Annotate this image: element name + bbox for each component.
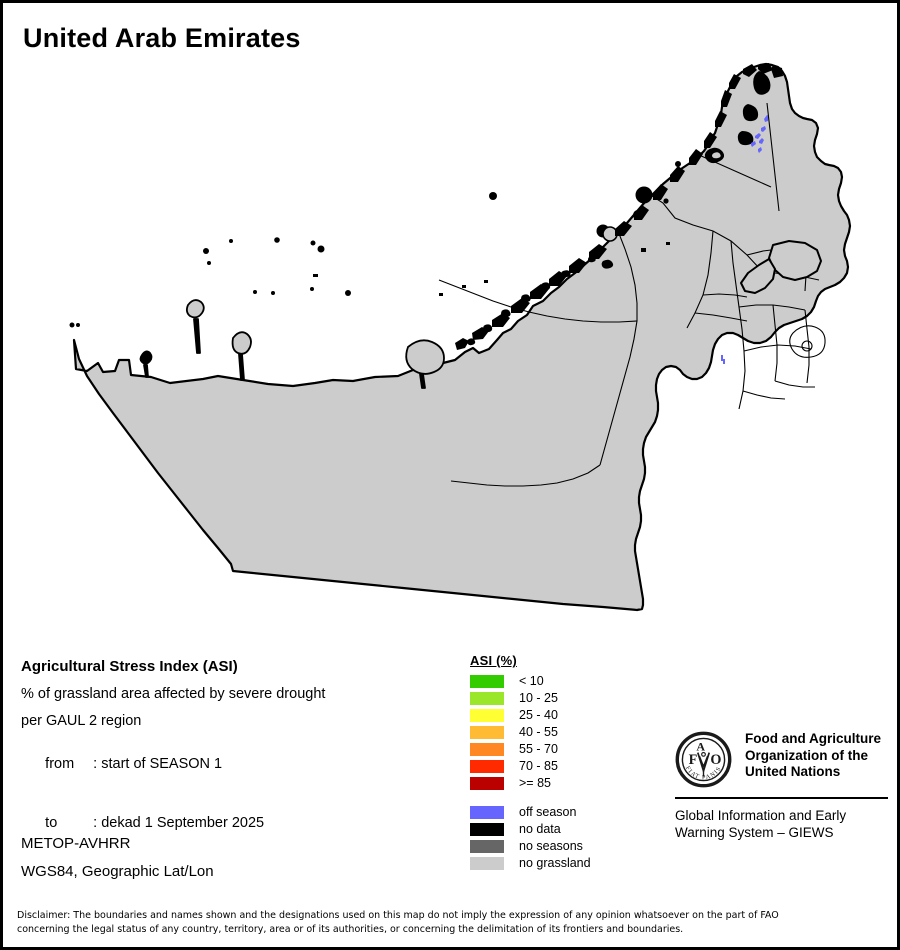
legend-swatch: [470, 777, 504, 790]
legend-label: 55 - 70: [519, 742, 558, 756]
legend-class-list: < 10 10 - 25 25 - 40 40 - 55 55 - 70 70 …: [470, 675, 591, 790]
legend-item-special: no data: [470, 823, 591, 836]
legend-label: 10 - 25: [519, 691, 558, 705]
legend-swatch: [470, 675, 504, 688]
legend-item: 70 - 85: [470, 760, 591, 773]
svg-text:F: F: [689, 752, 698, 768]
legend-label: 25 - 40: [519, 708, 558, 722]
legend-label: 40 - 55: [519, 725, 558, 739]
asi-description-line2: per GAUL 2 region: [21, 713, 142, 729]
disclaimer-line2: concerning the legal status of any count…: [17, 923, 684, 935]
source-block: METOP-AVHRR WGS84, Geographic Lat/Lon: [21, 835, 214, 891]
legend-swatch: [470, 709, 504, 722]
legend-label: >= 85: [519, 776, 551, 790]
legend-swatch: [470, 726, 504, 739]
legend-swatch: [470, 760, 504, 773]
asi-period-from: from : start of SEASON 1: [21, 740, 451, 788]
svg-text:O: O: [710, 752, 721, 768]
legend-item: >= 85: [470, 777, 591, 790]
legend-special-list: off season no data no seasons no grassla…: [470, 806, 591, 870]
legend-item: 40 - 55: [470, 726, 591, 739]
fao-branding: F A O FIAT PANIS Food and Agriculture Or…: [675, 731, 890, 841]
legend-swatch: [470, 806, 504, 819]
svg-text:A: A: [696, 739, 705, 753]
legend-label: 70 - 85: [519, 759, 558, 773]
fao-name-line1: Food and Agriculture: [745, 731, 881, 746]
asi-description-line1: % of grassland area affected by severe d…: [21, 686, 326, 702]
gulf-islands: [139, 299, 445, 389]
fao-emblem-icon: F A O FIAT PANIS: [675, 731, 732, 788]
legend-item-special: no seasons: [470, 840, 591, 853]
period-from-key: from: [45, 756, 75, 772]
legend-label: off season: [519, 805, 577, 819]
fao-name-line3: United Nations: [745, 764, 841, 779]
legend-swatch: [470, 840, 504, 853]
projection-label: WGS84, Geographic Lat/Lon: [21, 863, 214, 880]
asi-legend: ASI (%) < 10 10 - 25 25 - 40 40 - 55 55 …: [470, 653, 591, 874]
sensor-label: METOP-AVHRR: [21, 835, 131, 852]
asi-period-to: to : dekad 1 September 2025: [21, 799, 451, 847]
uae-mainland: [72, 62, 852, 612]
uae-asi-map: [69, 62, 852, 612]
legend-swatch: [470, 823, 504, 836]
legend-label: no data: [519, 822, 561, 836]
fao-name: Food and Agriculture Organization of the…: [745, 731, 881, 781]
asi-heading: Agricultural Stress Index (ASI): [21, 658, 238, 675]
period-from-value: : start of SEASON 1: [93, 756, 223, 772]
giews-line1: Global Information and Early: [675, 808, 847, 823]
legend-swatch: [470, 857, 504, 870]
legend-label: no seasons: [519, 839, 583, 853]
legend-item: 55 - 70: [470, 743, 591, 756]
legend-swatch: [470, 692, 504, 705]
legend-item: < 10: [470, 675, 591, 688]
disclaimer-line1: Disclaimer: The boundaries and names sho…: [17, 910, 779, 921]
legend-item: 10 - 25: [470, 692, 591, 705]
coastal-fringe: [455, 63, 783, 350]
asi-info-block: Agricultural Stress Index (ASI) % of gra…: [21, 658, 451, 858]
period-to-value: : dekad 1 September 2025: [93, 815, 265, 831]
legend-item-special: off season: [470, 806, 591, 819]
period-to-key: to: [45, 815, 58, 831]
giews-name: Global Information and Early Warning Sys…: [675, 807, 890, 841]
uae-landmass: [72, 62, 852, 612]
legend-label: < 10: [519, 674, 544, 688]
off-season-patches: [721, 115, 769, 364]
legend-item: 25 - 40: [470, 709, 591, 722]
east-coast-exclaves: [740, 240, 822, 294]
legend-label: no grassland: [519, 856, 591, 870]
fao-logo-row: F A O FIAT PANIS Food and Agriculture Or…: [675, 731, 890, 788]
giews-line2: Warning System – GIEWS: [675, 825, 834, 840]
fao-divider: [675, 797, 888, 799]
page-title: United Arab Emirates: [23, 23, 301, 53]
legend-swatch: [470, 743, 504, 756]
disclaimer: Disclaimer: The boundaries and names sho…: [17, 909, 885, 936]
fao-name-line2: Organization of the: [745, 747, 868, 763]
legend-title: ASI (%): [470, 653, 517, 668]
legend-item-special: no grassland: [470, 857, 591, 870]
